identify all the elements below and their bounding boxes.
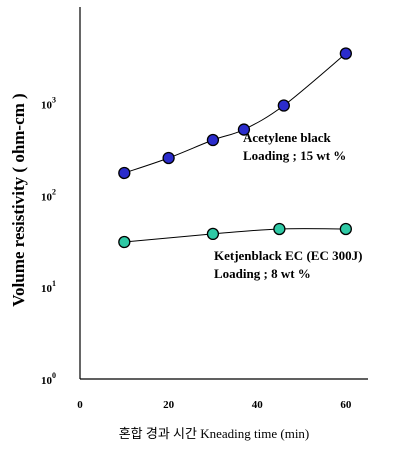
series-annotation: Acetylene black — [243, 130, 332, 145]
axes — [79, 7, 368, 380]
ticks: 0 20 40 60 100 101 102 103 — [41, 95, 352, 411]
data-point — [339, 47, 352, 60]
series-points — [118, 47, 352, 249]
data-point — [206, 133, 220, 147]
x-tick-label: 60 — [340, 399, 352, 411]
series-line-2 — [124, 228, 346, 243]
y-tick-label: 102 — [41, 187, 56, 203]
x-axis-label: 혼합 경과 시간 Kneading time (min) — [119, 426, 310, 441]
data-point — [162, 151, 175, 165]
data-point — [237, 123, 251, 136]
x-tick-label: 0 — [77, 399, 83, 411]
series-annotation: Loading ; 15 wt % — [243, 148, 346, 163]
y-axis-label: Volume resistivity ( ohm-cm ) — [9, 93, 28, 306]
data-point — [118, 166, 131, 180]
data-point — [206, 227, 220, 241]
data-point — [277, 99, 290, 112]
data-point — [118, 235, 131, 249]
data-point — [339, 222, 352, 236]
series-annotation: Ketjenblack EC (EC 300J) — [214, 248, 362, 263]
data-point — [273, 222, 286, 236]
y-tick-label: 103 — [41, 95, 56, 111]
y-tick-label: 101 — [41, 279, 56, 295]
series-annotation: Loading ; 8 wt % — [214, 266, 311, 281]
x-tick-label: 40 — [252, 399, 264, 411]
annotations: Acetylene black Loading ; 15 wt % Ketjenbl… — [214, 130, 362, 281]
y-tick-label: 100 — [41, 371, 56, 387]
x-tick-label: 20 — [163, 399, 175, 411]
